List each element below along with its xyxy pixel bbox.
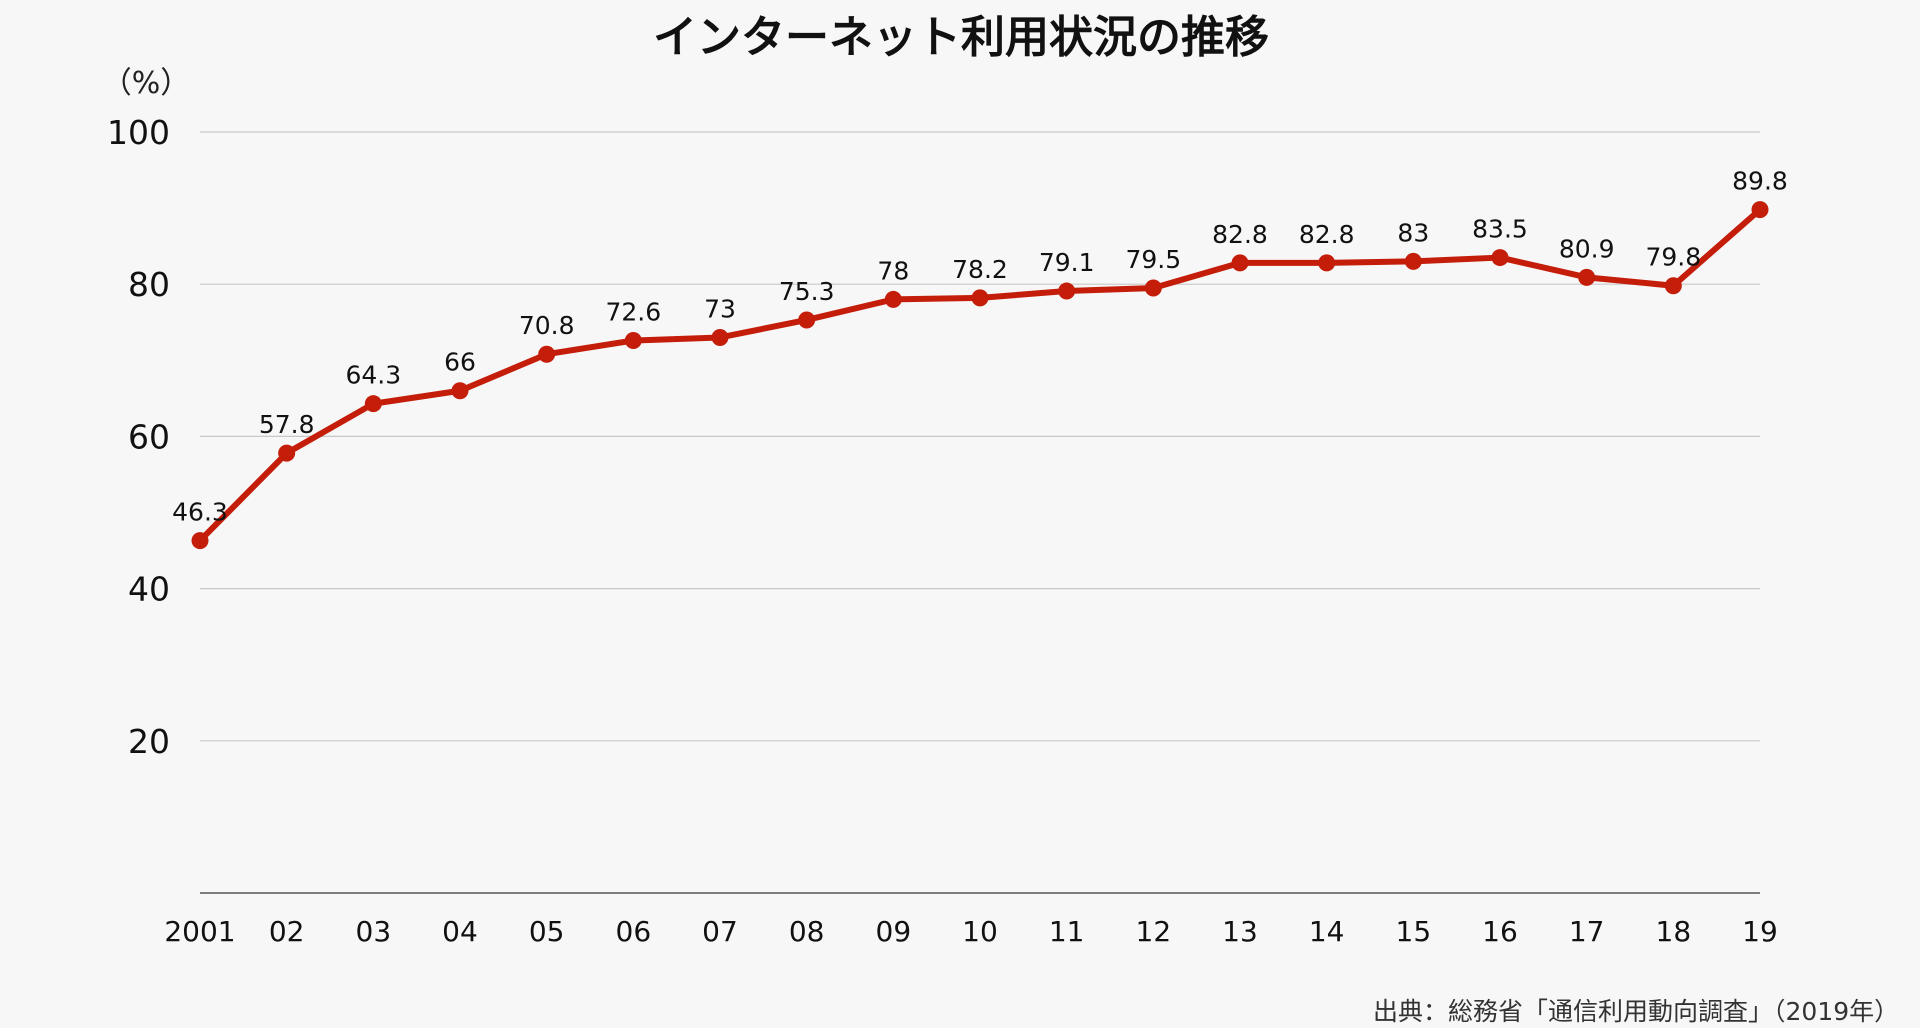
x-tick-label: 09 xyxy=(876,915,912,948)
data-point xyxy=(1751,201,1769,219)
y-tick-label: 20 xyxy=(128,722,170,761)
data-label: 64.3 xyxy=(345,361,401,390)
x-tick-label: 16 xyxy=(1482,915,1518,948)
data-point xyxy=(451,382,469,400)
x-tick-label: 05 xyxy=(529,915,565,948)
data-point xyxy=(1491,249,1509,267)
y-axis-unit-label: （%） xyxy=(102,66,191,101)
data-label: 83 xyxy=(1397,218,1429,247)
x-tick-label: 08 xyxy=(789,915,825,948)
data-label: 79.5 xyxy=(1125,245,1181,274)
series-line xyxy=(191,201,1769,550)
data-point xyxy=(1318,254,1336,272)
x-tick-label: 04 xyxy=(442,915,478,948)
data-label: 73 xyxy=(704,294,736,323)
x-tick-label: 06 xyxy=(616,915,652,948)
x-tick-label: 13 xyxy=(1222,915,1258,948)
data-point xyxy=(971,289,989,307)
data-label: 83.5 xyxy=(1472,215,1528,244)
data-point xyxy=(1404,252,1422,270)
x-tick-label: 12 xyxy=(1136,915,1172,948)
chart-title: インターネット利用状況の推移 xyxy=(653,12,1269,63)
line-chart: インターネット利用状況の推移 （%） 20 40 60 80 100 2001 02 03 0… xyxy=(102,12,1788,948)
x-tick-label: 10 xyxy=(962,915,998,948)
data-label: 75.3 xyxy=(779,277,835,306)
data-label: 70.8 xyxy=(519,311,575,340)
y-axis-ticks: 20 40 60 80 100 xyxy=(107,113,170,761)
data-label: 82.8 xyxy=(1212,220,1268,249)
x-tick-label: 11 xyxy=(1049,915,1085,948)
data-point xyxy=(1144,279,1162,297)
y-tick-label: 60 xyxy=(128,417,170,456)
data-point xyxy=(798,311,816,329)
data-point xyxy=(1664,277,1682,295)
x-tick-label: 19 xyxy=(1742,915,1778,948)
data-point xyxy=(191,532,209,550)
data-point xyxy=(884,290,902,308)
data-labels: 46.3 57.8 64.3 66 70.8 72.6 73 75.3 78 78.2 79.1 79… xyxy=(172,167,1788,527)
data-label: 79.8 xyxy=(1645,243,1701,272)
source-note: 出典：総務省「通信利用動向調査」（2019年） xyxy=(1373,997,1900,1026)
x-axis-ticks: 2001 02 03 04 05 06 07 08 09 10 11 12 13 14 15 16 17 18 19 xyxy=(164,915,1777,948)
x-tick-label: 02 xyxy=(269,915,305,948)
data-label: 46.3 xyxy=(172,498,228,527)
data-label: 89.8 xyxy=(1732,167,1788,196)
data-point xyxy=(278,444,296,462)
data-label: 78.2 xyxy=(952,255,1008,284)
data-label: 79.1 xyxy=(1039,248,1095,277)
data-label: 80.9 xyxy=(1559,234,1615,263)
data-point xyxy=(711,328,729,346)
data-label: 66 xyxy=(444,348,476,377)
data-point xyxy=(1231,254,1249,272)
y-tick-label: 80 xyxy=(128,265,170,304)
x-tick-label: 18 xyxy=(1656,915,1692,948)
x-tick-label: 07 xyxy=(702,915,738,948)
data-label: 57.8 xyxy=(259,410,315,439)
x-tick-label: 14 xyxy=(1309,915,1345,948)
data-point xyxy=(1058,282,1076,300)
x-tick-label: 2001 xyxy=(164,915,235,948)
data-point xyxy=(364,395,382,413)
x-tick-label: 17 xyxy=(1569,915,1605,948)
y-tick-label: 100 xyxy=(107,113,170,152)
data-point xyxy=(624,332,642,350)
data-label: 82.8 xyxy=(1299,220,1355,249)
data-label: 72.6 xyxy=(605,298,661,327)
data-point xyxy=(1578,268,1596,286)
gridlines xyxy=(200,131,1760,894)
data-label: 78 xyxy=(877,256,909,285)
data-point xyxy=(538,345,556,363)
x-tick-label: 03 xyxy=(356,915,392,948)
x-tick-label: 15 xyxy=(1396,915,1432,948)
y-tick-label: 40 xyxy=(128,570,170,609)
